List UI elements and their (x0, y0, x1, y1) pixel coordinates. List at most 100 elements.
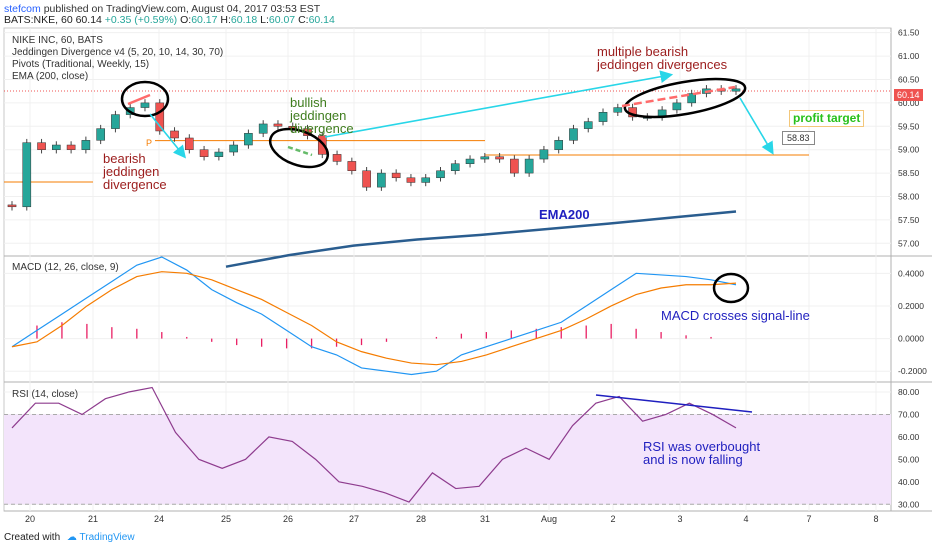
rsi-pane (4, 386, 891, 505)
y-tick-label: 30.00 (898, 499, 920, 509)
x-tick-label: Aug (541, 514, 557, 524)
bearish-ellipse (120, 80, 170, 118)
publish-info: stefcom published on TradingView.com, Au… (4, 3, 320, 15)
x-tick-label: 28 (416, 514, 426, 524)
x-tick-label: 2 (610, 514, 615, 524)
multiple-divergence-line (621, 85, 736, 108)
y-tick-label: 70.00 (898, 409, 920, 419)
x-tick-label: 3 (677, 514, 682, 524)
bearish-note: bearish jeddingen divergence (103, 152, 167, 191)
ticker-line: BATS:NKE, 60 60.14 +0.35 (+0.59%) O:60.1… (4, 14, 335, 26)
candle (22, 142, 32, 208)
candle (317, 135, 327, 155)
candle (569, 128, 578, 141)
macd-cross-ellipse (712, 272, 750, 304)
candle (450, 163, 460, 172)
candle (421, 177, 431, 183)
close-label: C: (298, 14, 309, 26)
x-tick-label: 27 (349, 514, 359, 524)
x-tick-label: 4 (743, 514, 748, 524)
y-tick-label: 60.50 (898, 74, 920, 84)
y-tick-label: 58.00 (898, 191, 920, 201)
author-link[interactable]: stefcom (4, 3, 41, 15)
macd-note: MACD crosses signal-line (661, 308, 810, 323)
candle (111, 114, 120, 129)
high-value: 60.18 (230, 14, 258, 26)
ohlc: O:60.17 H:60.18 L:60.07 C:60.14 (180, 14, 335, 26)
candle (495, 156, 504, 160)
x-tick-label: 21 (88, 514, 98, 524)
footer: Created with ☁ TradingView (4, 532, 135, 543)
note-line: divergence (103, 177, 167, 192)
candle (406, 177, 416, 183)
candle (140, 102, 150, 108)
candle (332, 154, 342, 162)
candle (465, 158, 475, 164)
note-line: jeddingen (290, 108, 347, 123)
y-tick-label: 0.2000 (898, 301, 924, 311)
last-price-tag: 60.14 (894, 89, 923, 101)
open-label: O: (180, 14, 192, 26)
candle (583, 121, 593, 129)
note-line: jeddingen (103, 164, 160, 179)
profit-target-label: profit target (789, 110, 865, 127)
x-tick-label: 24 (154, 514, 164, 524)
low-value: 60.07 (268, 14, 296, 26)
macd-pane (11, 256, 737, 376)
candle (613, 107, 623, 113)
open-value: 60.17 (191, 14, 218, 26)
y-tick-label: 0.4000 (898, 268, 924, 278)
candle (155, 102, 165, 132)
candle (273, 123, 283, 127)
signal-line (11, 271, 737, 366)
rsi-note: RSI was overbought and is now falling (643, 440, 760, 466)
candle (377, 172, 386, 188)
bearish-divergence-line (127, 93, 151, 106)
candle (510, 158, 519, 174)
legend-line: Jeddingen Divergence v4 (5, 20, 10, 14, … (12, 47, 224, 58)
brand-name: TradingView (79, 532, 135, 543)
legend-line: EMA (200, close) (12, 71, 89, 82)
candle (258, 123, 268, 134)
y-tick-label: 57.00 (898, 238, 920, 248)
y-tick-label: 0.0000 (898, 334, 924, 344)
note-line: and is now falling (643, 452, 743, 467)
candle (362, 170, 371, 188)
bullish-divergence-line (287, 145, 313, 157)
note-line: bearish (103, 151, 146, 166)
candle (244, 133, 253, 146)
change: +0.35 (+0.59%) (104, 14, 178, 26)
x-tick-label: 7 (806, 514, 811, 524)
x-tick-label: 20 (25, 514, 35, 524)
symbol: BATS:NKE, 60 (4, 14, 73, 26)
candle (7, 204, 17, 208)
y-tick-label: 80.00 (898, 387, 920, 397)
candle (52, 144, 61, 150)
rsi-divergence-line (595, 394, 753, 413)
annotation-layer (120, 70, 774, 413)
low-label: L: (260, 14, 269, 26)
bullish-ellipse (268, 127, 330, 169)
high-label: H: (220, 14, 231, 26)
pivot-label: P (146, 138, 153, 148)
legend-line: NIKE INC, 60, BATS (12, 35, 103, 46)
candle (598, 111, 608, 122)
candle (436, 170, 445, 179)
candle (672, 102, 682, 111)
note-line: divergence (290, 121, 354, 136)
y-tick-label: 61.50 (898, 28, 920, 38)
candle (66, 144, 76, 150)
note-line: RSI was overbought (643, 439, 761, 454)
close-value: 60.14 (308, 14, 335, 26)
y-tick-label: 59.50 (898, 121, 920, 131)
tradingview-logo[interactable]: ☁ TradingView (67, 532, 135, 543)
candle (391, 172, 401, 179)
target-arrow (739, 97, 774, 155)
candle (229, 144, 238, 153)
multiple-bearish-ellipse (623, 77, 747, 119)
y-tick-label: 40.00 (898, 477, 920, 487)
axis-layer: 20 21 24 25 26 27 28 31 Aug 2 3 4 7 8 57.00 57.50 58.00 5… (25, 28, 927, 524)
y-tick-label: 50.00 (898, 454, 920, 464)
y-tick-label: 59.00 (898, 145, 920, 155)
